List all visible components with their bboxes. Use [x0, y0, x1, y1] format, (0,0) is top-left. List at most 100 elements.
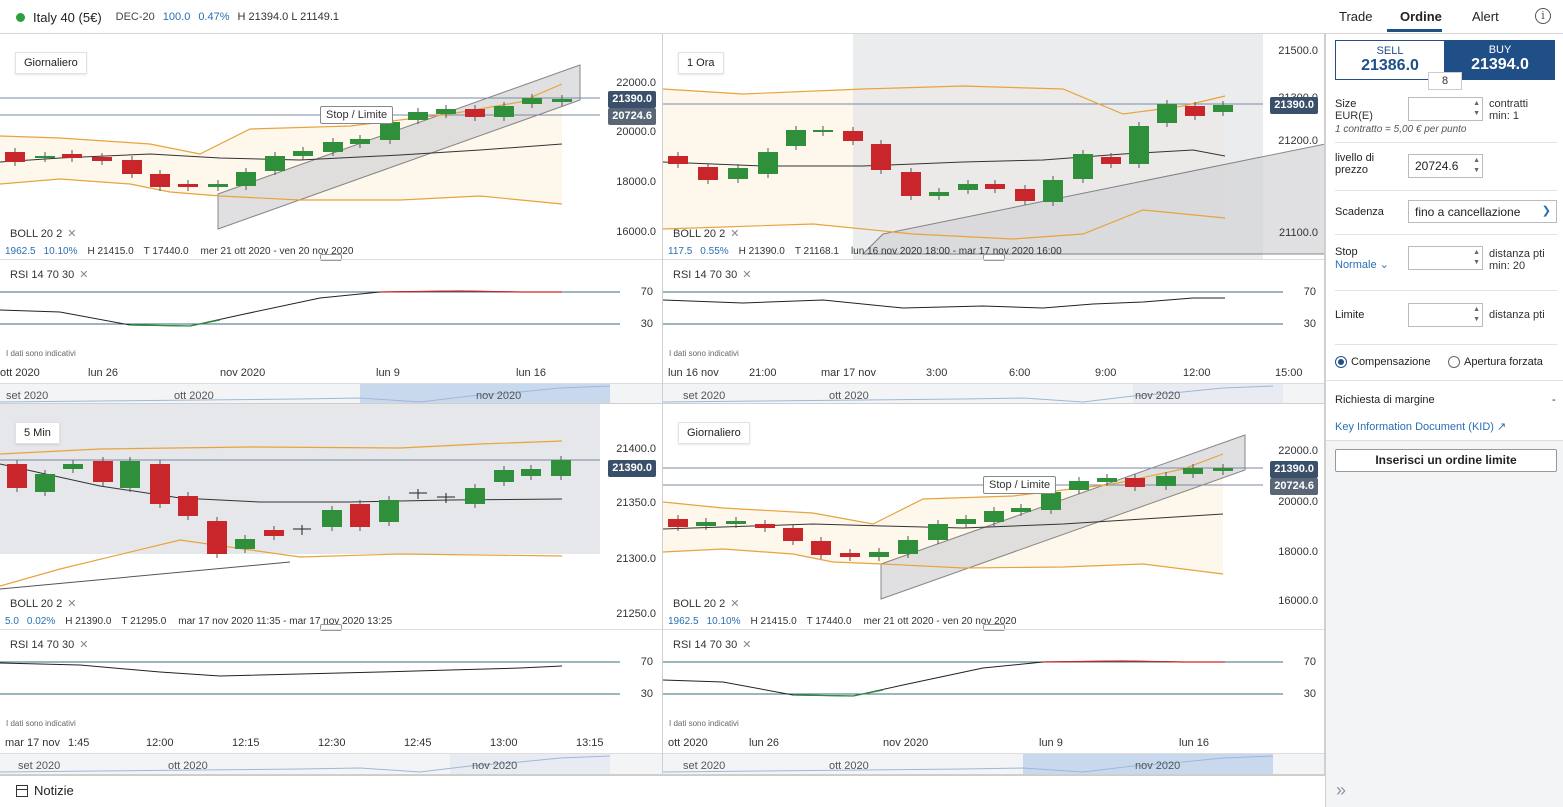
navigator-label: set 2020	[6, 390, 49, 402]
candle	[786, 126, 806, 150]
order-price-tag: 20724.6	[608, 108, 656, 125]
info-icon[interactable]: i	[1535, 8, 1551, 24]
candle	[811, 537, 831, 559]
x-axis-tick: 13:00	[490, 737, 518, 749]
stats-high: H 21390.0	[65, 616, 112, 627]
radio-compensazione-label: Compensazione	[1351, 356, 1431, 368]
news-toggle[interactable]: Notizie	[16, 783, 74, 798]
bollinger-label: BOLL 20 2 ✕	[673, 227, 739, 240]
close-icon[interactable]: ✕	[79, 639, 89, 651]
y-axis-tick: 21350.0	[616, 497, 656, 509]
stats-dates: lun 16 nov 2020 18:00 - mar 17 nov 2020 …	[850, 246, 1062, 257]
order-panel: SELL 21386.0 BUY 21394.0 8 Size EUR(E) ▲…	[1325, 34, 1563, 807]
candle	[840, 549, 860, 561]
price-chart[interactable]	[663, 404, 1325, 629]
bollinger-middle	[663, 513, 1224, 530]
candle	[264, 526, 284, 540]
tab-ordine[interactable]: Ordine	[1400, 9, 1442, 24]
candle	[92, 153, 112, 165]
instrument-name[interactable]: Italy 40 (5€)	[33, 9, 102, 25]
expiry-value: fino a cancellazione	[1415, 205, 1521, 219]
stats-range: 1962.5	[668, 616, 699, 627]
pane-resize-handle[interactable]	[320, 624, 342, 631]
rsi-chart[interactable]	[663, 260, 1325, 368]
kid-link[interactable]: Key Information Document (KID) ↗	[1335, 420, 1506, 433]
close-icon[interactable]: ✕	[730, 228, 740, 240]
x-axis-tick: ott 2020	[668, 737, 708, 749]
rsi-chart[interactable]	[0, 260, 663, 368]
stop-stepper-icon[interactable]: ▲ ▼	[1473, 249, 1480, 266]
limit-input[interactable]: ▲ ▼	[1408, 303, 1483, 327]
range-navigator[interactable]: set 2020 ott 2020 nov 2020	[0, 753, 662, 774]
candle	[178, 180, 198, 191]
limit-stepper-icon[interactable]: ▲ ▼	[1473, 306, 1480, 323]
stop-type-value: Normale	[1335, 259, 1377, 271]
radio-apertura-forzata[interactable]: Apertura forzata	[1448, 356, 1543, 368]
collapse-panel-icon[interactable]: »	[1336, 780, 1347, 800]
stop-input[interactable]: ▲ ▼	[1408, 246, 1483, 270]
price-chart[interactable]	[0, 34, 663, 259]
bollinger-params: BOLL 20 2	[10, 598, 63, 610]
pane-resize-handle[interactable]	[983, 254, 1005, 261]
stop-type-dropdown[interactable]: Normale ⌄	[1335, 258, 1389, 271]
buy-button[interactable]: BUY 21394.0	[1445, 40, 1555, 80]
close-icon[interactable]: ✕	[79, 269, 89, 281]
timeframe-selector[interactable]: Giornaliero	[678, 422, 750, 444]
pane-resize-handle[interactable]	[320, 254, 342, 261]
close-icon[interactable]: ✕	[742, 269, 752, 281]
chevron-down-icon: ❯	[1541, 205, 1551, 217]
rsi-tick-70: 70	[640, 286, 653, 298]
stats-low: T 21295.0	[121, 616, 167, 627]
trend-line	[0, 561, 291, 590]
x-axis-tick: 3:00	[926, 367, 948, 379]
place-limit-order-button[interactable]: Inserisci un ordine limite	[1335, 449, 1557, 472]
stop-hint-unit: distanza pti	[1489, 248, 1545, 260]
close-icon[interactable]: ✕	[730, 598, 740, 610]
timeframe-selector[interactable]: Giornaliero	[15, 52, 87, 74]
size-input[interactable]: ▲ ▼	[1408, 97, 1483, 121]
candle	[698, 163, 718, 184]
x-axis-tick: lun 16 nov	[668, 367, 719, 379]
tab-alert[interactable]: Alert	[1472, 9, 1499, 24]
radio-unselected-icon	[1448, 356, 1460, 368]
radio-compensazione[interactable]: Compensazione	[1335, 356, 1431, 368]
candle	[1101, 153, 1121, 168]
stop-limit-button[interactable]: Stop / Limite	[983, 476, 1057, 494]
tab-trade[interactable]: Trade	[1339, 9, 1373, 24]
level-stepper-icon[interactable]: ▲ ▼	[1473, 157, 1480, 174]
candle	[236, 168, 256, 190]
candle	[928, 520, 948, 544]
navigator-label: ott 2020	[829, 390, 869, 402]
candle	[494, 102, 514, 121]
candle	[1157, 100, 1177, 127]
candle	[1043, 176, 1063, 206]
candle	[521, 465, 541, 480]
range-navigator[interactable]: set 2020 ott 2020 nov 2020	[663, 383, 1324, 403]
close-icon[interactable]: ✕	[742, 639, 752, 651]
divider	[1335, 290, 1557, 291]
price-chart[interactable]	[663, 34, 1325, 259]
timeframe-selector[interactable]: 5 Min	[15, 422, 60, 444]
candle	[929, 188, 949, 200]
close-icon[interactable]: ✕	[67, 598, 77, 610]
timeframe-selector[interactable]: 1 Ora	[678, 52, 724, 74]
price-chart[interactable]	[0, 404, 663, 629]
limit-label: Limite	[1335, 309, 1365, 321]
rsi-chart[interactable]	[663, 630, 1325, 738]
price-level-input[interactable]: 20724.6 ▲ ▼	[1408, 154, 1483, 178]
rsi-label: RSI 14 70 30 ✕	[10, 268, 88, 281]
sell-button[interactable]: SELL 21386.0	[1335, 40, 1445, 80]
expiry-select[interactable]: fino a cancellazione ❯	[1408, 200, 1557, 223]
bollinger-lower	[0, 178, 563, 205]
rsi-chart[interactable]	[0, 630, 663, 738]
rsi-label: RSI 14 70 30 ✕	[673, 638, 751, 651]
range-navigator[interactable]: set 2020 ott 2020 nov 2020	[0, 383, 662, 403]
candle	[1183, 464, 1203, 478]
close-icon[interactable]: ✕	[67, 228, 77, 240]
pane-resize-handle[interactable]	[983, 624, 1005, 631]
range-navigator[interactable]: set 2020 ott 2020 nov 2020	[663, 753, 1324, 774]
bollinger-band-fill	[663, 454, 1223, 574]
bollinger-lower	[663, 209, 1226, 240]
size-stepper-icon[interactable]: ▲ ▼	[1473, 100, 1480, 117]
stop-limit-button[interactable]: Stop / Limite	[320, 106, 394, 124]
